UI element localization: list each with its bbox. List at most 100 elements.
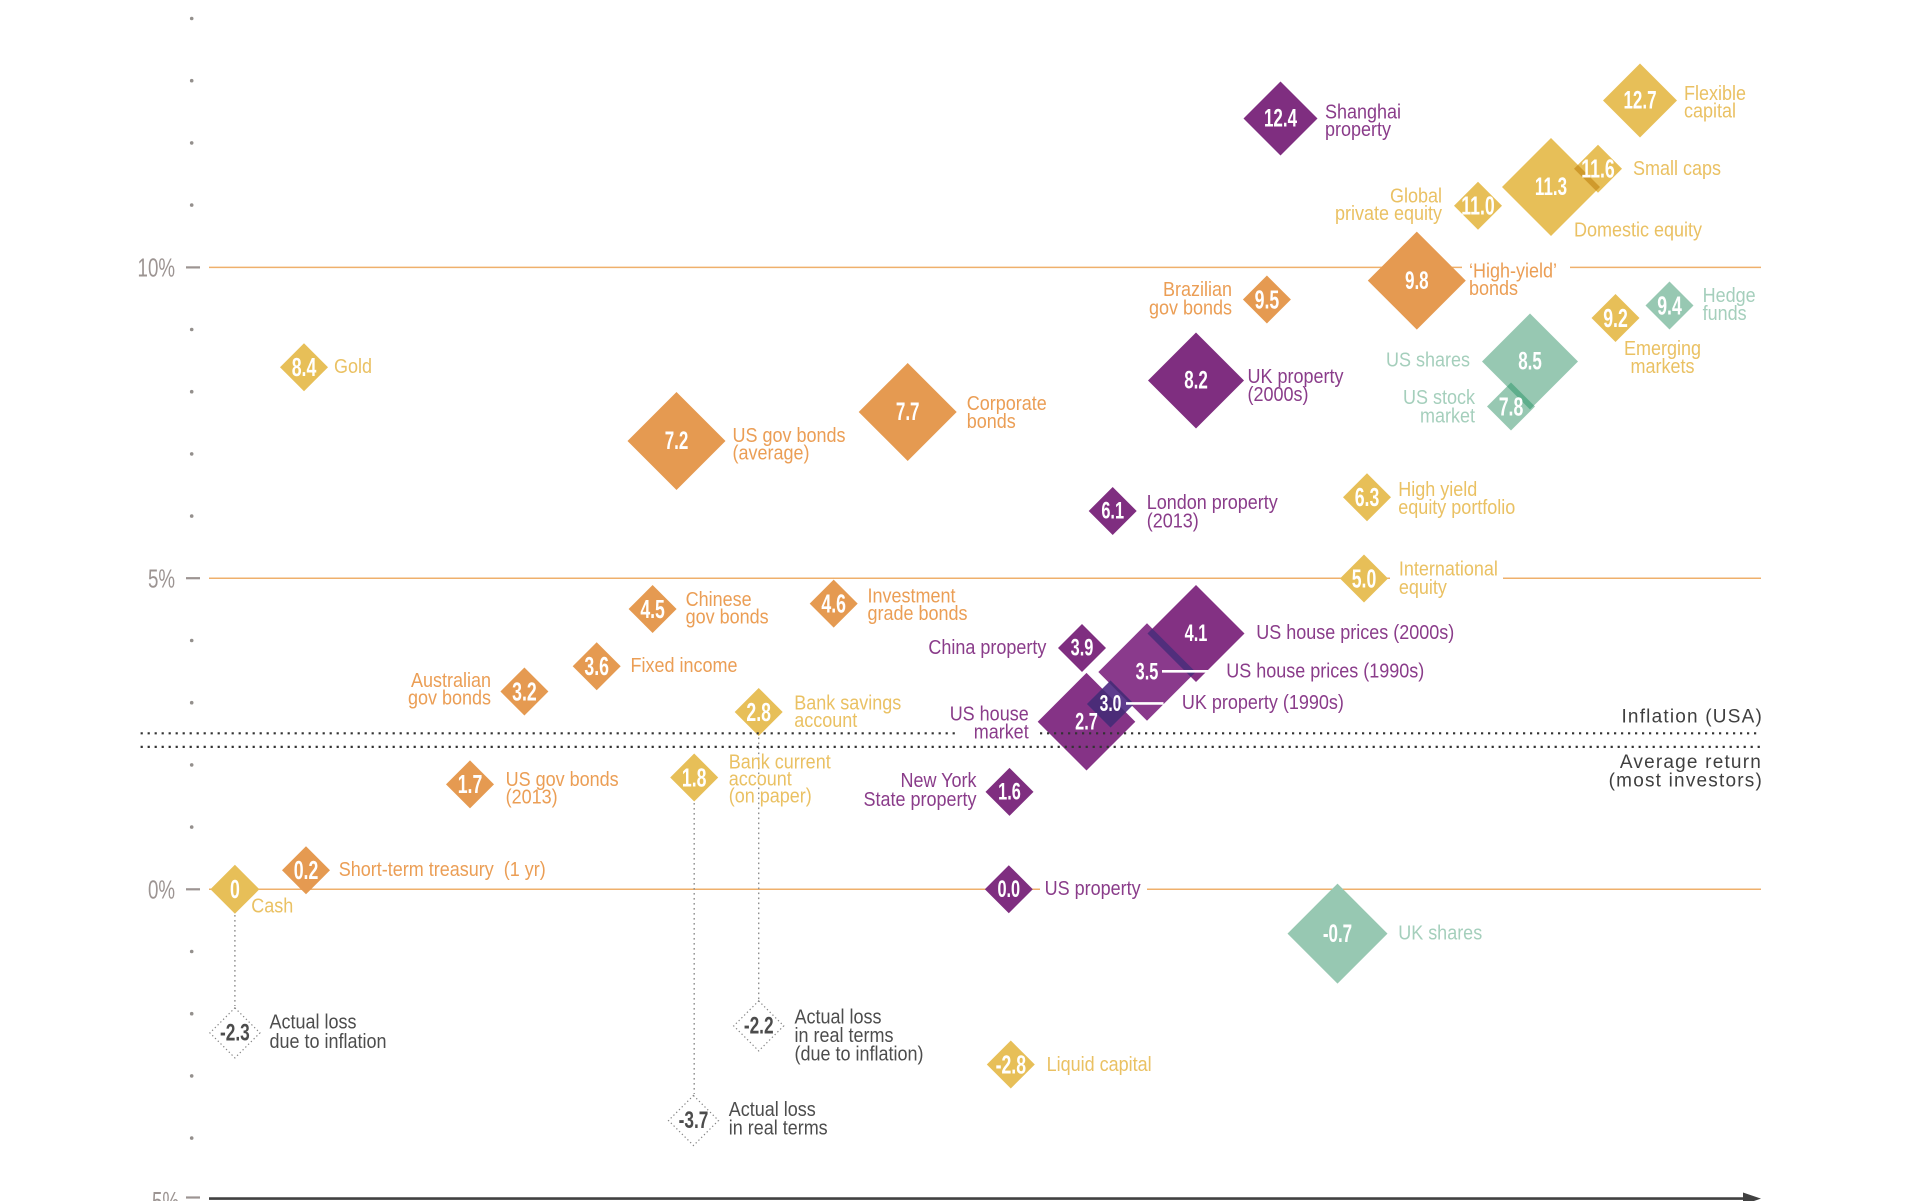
svg-text:Actual loss: Actual loss <box>270 1012 357 1034</box>
svg-text:0.0: 0.0 <box>997 876 1020 903</box>
svg-text:Investment: Investment <box>868 585 957 607</box>
svg-text:11.3: 11.3 <box>1535 173 1567 201</box>
svg-text:Flexible: Flexible <box>1684 83 1746 105</box>
svg-text:-2.2: -2.2 <box>744 1013 774 1039</box>
svg-text:11.0: 11.0 <box>1461 191 1494 220</box>
svg-text:grade bonds: grade bonds <box>868 603 968 625</box>
svg-text:9.8: 9.8 <box>1405 267 1429 295</box>
svg-text:9.4: 9.4 <box>1657 291 1682 320</box>
svg-text:-3.7: -3.7 <box>679 1107 709 1133</box>
svg-text:2.8: 2.8 <box>746 697 771 726</box>
svg-text:US property: US property <box>1045 878 1141 900</box>
svg-text:3.6: 3.6 <box>584 652 609 681</box>
svg-text:-5%: -5% <box>146 1186 179 1201</box>
svg-text:UK shares: UK shares <box>1398 923 1482 945</box>
svg-text:property: property <box>1325 119 1391 141</box>
svg-text:(most investors): (most investors) <box>1609 771 1763 792</box>
svg-text:private equity: private equity <box>1335 203 1442 225</box>
svg-text:Actual loss: Actual loss <box>795 1007 882 1029</box>
svg-text:Actual loss: Actual loss <box>729 1099 816 1121</box>
svg-text:4.6: 4.6 <box>821 589 846 618</box>
svg-text:Fixed income: Fixed income <box>631 655 738 677</box>
svg-text:7.2: 7.2 <box>665 427 689 455</box>
svg-text:UK property (1990s): UK property (1990s) <box>1182 692 1344 714</box>
svg-text:Hedge: Hedge <box>1703 285 1756 307</box>
svg-text:in real terms: in real terms <box>729 1118 828 1140</box>
svg-text:gov bonds: gov bonds <box>408 688 491 710</box>
svg-text:US house: US house <box>950 704 1029 726</box>
svg-text:-0.7: -0.7 <box>1323 920 1352 948</box>
svg-text:Bank savings: Bank savings <box>794 692 901 714</box>
svg-text:0: 0 <box>230 875 240 904</box>
svg-text:International: International <box>1399 558 1498 580</box>
svg-text:(2013): (2013) <box>506 787 558 809</box>
svg-text:7.8: 7.8 <box>1499 392 1524 421</box>
svg-text:3.5: 3.5 <box>1136 659 1159 686</box>
svg-text:-2.3: -2.3 <box>220 1020 250 1046</box>
svg-text:US shares: US shares <box>1386 349 1470 371</box>
svg-text:1.6: 1.6 <box>998 778 1021 805</box>
svg-text:-2.8: -2.8 <box>996 1050 1026 1079</box>
svg-text:account: account <box>729 769 793 791</box>
svg-text:in real terms: in real terms <box>795 1025 894 1047</box>
svg-text:8.2: 8.2 <box>1184 366 1208 394</box>
svg-text:11.6: 11.6 <box>1581 154 1614 183</box>
svg-text:US house prices (1990s): US house prices (1990s) <box>1226 661 1424 683</box>
svg-text:12.4: 12.4 <box>1264 104 1297 132</box>
svg-text:due to inflation: due to inflation <box>270 1031 387 1053</box>
svg-text:4.1: 4.1 <box>1185 620 1208 647</box>
svg-text:(on paper): (on paper) <box>729 786 812 808</box>
svg-text:bonds: bonds <box>967 411 1016 433</box>
svg-text:6.3: 6.3 <box>1355 483 1380 512</box>
svg-text:Inflation (USA): Inflation (USA) <box>1621 707 1763 728</box>
svg-text:capital: capital <box>1684 101 1736 123</box>
svg-text:5.0: 5.0 <box>1352 564 1377 593</box>
svg-text:0%: 0% <box>148 874 175 904</box>
svg-text:Cash: Cash <box>251 896 293 918</box>
svg-text:China property: China property <box>928 637 1046 659</box>
svg-text:7.7: 7.7 <box>896 398 920 426</box>
svg-text:0.2: 0.2 <box>294 856 319 885</box>
svg-text:10%: 10% <box>138 252 175 282</box>
svg-text:Global: Global <box>1390 186 1442 208</box>
svg-text:Domestic equity: Domestic equity <box>1574 219 1702 241</box>
svg-text:funds: funds <box>1703 303 1747 325</box>
svg-text:Gold: Gold <box>334 356 372 378</box>
svg-text:9.2: 9.2 <box>1603 303 1628 332</box>
svg-text:bonds: bonds <box>1469 278 1518 300</box>
svg-text:Brazilian: Brazilian <box>1163 279 1232 301</box>
svg-text:‘High-yield’: ‘High-yield’ <box>1469 261 1557 283</box>
svg-text:2.7: 2.7 <box>1075 708 1098 735</box>
svg-text:State property: State property <box>863 789 976 811</box>
svg-text:market: market <box>974 722 1030 744</box>
svg-text:equity portfolio: equity portfolio <box>1398 497 1515 519</box>
svg-text:Chinese: Chinese <box>686 589 752 611</box>
svg-text:3.2: 3.2 <box>512 677 537 706</box>
svg-text:markets: markets <box>1631 356 1695 378</box>
svg-text:Corporate: Corporate <box>967 393 1047 415</box>
svg-text:Emerging: Emerging <box>1624 338 1701 360</box>
svg-text:1.8: 1.8 <box>682 763 707 792</box>
svg-text:(average): (average) <box>733 443 810 465</box>
svg-text:1.7: 1.7 <box>458 770 483 799</box>
svg-text:gov bonds: gov bonds <box>686 607 769 629</box>
svg-text:gov bonds: gov bonds <box>1149 297 1232 319</box>
svg-text:New York: New York <box>900 770 976 792</box>
svg-text:4.5: 4.5 <box>640 594 665 623</box>
svg-text:8.4: 8.4 <box>292 353 317 382</box>
svg-text:Small caps: Small caps <box>1633 158 1721 180</box>
svg-text:London property: London property <box>1147 492 1278 514</box>
svg-text:US gov bonds: US gov bonds <box>506 769 619 791</box>
svg-text:Short-term treasury (1 yr): Short-term treasury (1 yr) <box>339 859 546 881</box>
svg-text:Liquid capital: Liquid capital <box>1047 1054 1152 1076</box>
svg-text:market: market <box>1420 405 1476 427</box>
svg-text:equity: equity <box>1399 577 1447 599</box>
svg-text:8.5: 8.5 <box>1518 347 1542 375</box>
svg-text:Shanghai: Shanghai <box>1325 101 1401 123</box>
svg-text:(2000s): (2000s) <box>1248 384 1309 406</box>
svg-text:3.0: 3.0 <box>1100 691 1122 717</box>
svg-text:Australian: Australian <box>411 670 491 692</box>
svg-text:9.5: 9.5 <box>1255 285 1280 314</box>
svg-text:Average return: Average return <box>1620 752 1762 773</box>
svg-text:12.7: 12.7 <box>1623 86 1656 114</box>
